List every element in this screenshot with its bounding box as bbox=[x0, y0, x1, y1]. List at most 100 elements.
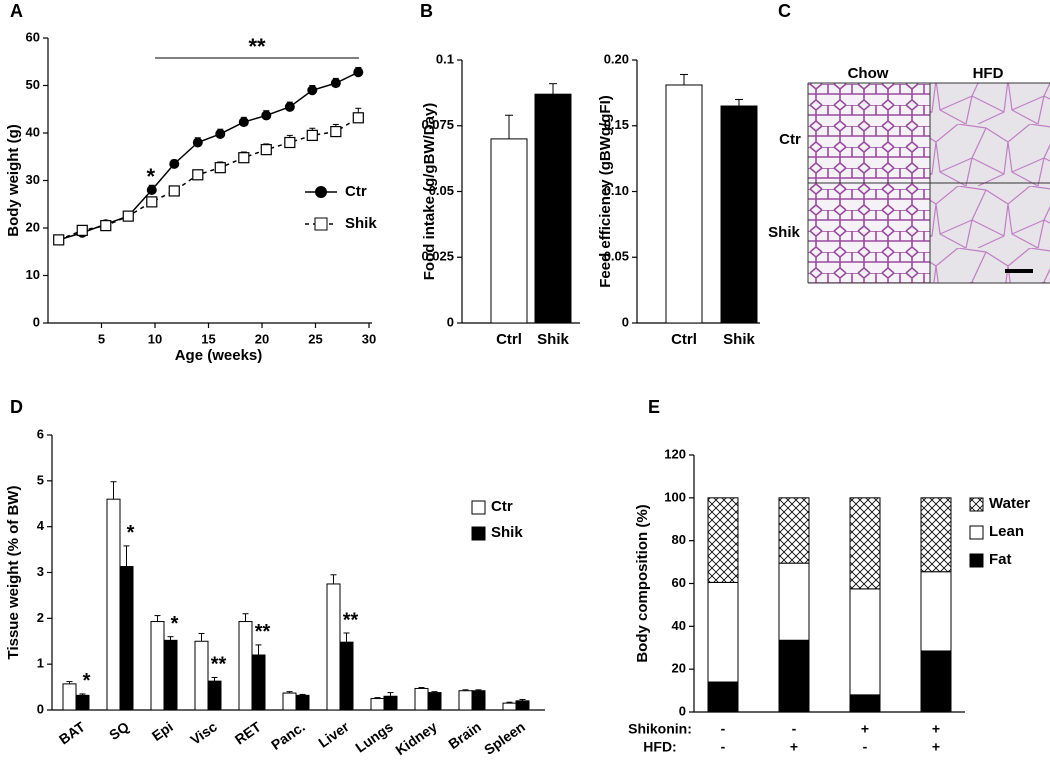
y-axis-label: Feed efficiency (gBWg/gFI) bbox=[597, 95, 614, 288]
legend-swatch bbox=[471, 526, 486, 541]
marker bbox=[214, 162, 226, 174]
condition-value: + bbox=[790, 739, 798, 755]
y-tick-label: 120 bbox=[664, 446, 686, 461]
bar bbox=[849, 497, 881, 590]
y-tick-label: 50 bbox=[26, 77, 40, 92]
bar bbox=[471, 690, 486, 711]
x-tick-label: Liver bbox=[315, 718, 352, 751]
y-tick-label: 0 bbox=[37, 701, 44, 716]
legend-swatch bbox=[969, 497, 984, 512]
row-label: Ctr bbox=[779, 131, 801, 148]
marker bbox=[76, 224, 88, 236]
y-axis-label: Food intake (g/gBW/Day) bbox=[421, 103, 438, 281]
x-tick-label: 20 bbox=[255, 331, 269, 346]
y-tick-label: 60 bbox=[672, 575, 686, 590]
micrograph bbox=[930, 183, 1050, 283]
y-axis-label: Body weight (g) bbox=[5, 124, 22, 237]
micrograph bbox=[808, 183, 930, 283]
marker bbox=[330, 125, 342, 138]
y-tick-label: 10 bbox=[26, 267, 40, 282]
y-tick-label: 0 bbox=[447, 314, 454, 329]
x-tick-label: SQ bbox=[106, 718, 132, 743]
y-tick-label: 0 bbox=[622, 314, 629, 329]
significance-label: * bbox=[83, 670, 91, 692]
x-tick-label: 10 bbox=[148, 331, 162, 346]
x-axis-label: Age (weeks) bbox=[175, 347, 263, 364]
bar bbox=[778, 639, 810, 713]
bar bbox=[427, 692, 442, 711]
marker bbox=[330, 78, 341, 89]
condition-label: HFD: bbox=[643, 739, 676, 755]
marker bbox=[146, 196, 158, 208]
bar bbox=[534, 93, 572, 324]
bar bbox=[251, 654, 266, 711]
bar bbox=[920, 497, 952, 573]
marker bbox=[307, 85, 318, 96]
marker bbox=[352, 112, 364, 124]
y-tick-label: 20 bbox=[26, 219, 40, 234]
y-tick-label: 3 bbox=[37, 564, 44, 579]
bar bbox=[778, 497, 810, 564]
marker bbox=[284, 101, 295, 112]
y-tick-label: 0.10 bbox=[604, 183, 629, 198]
bar bbox=[920, 571, 952, 652]
x-tick-label: Brain bbox=[445, 718, 484, 752]
marker bbox=[238, 117, 249, 128]
y-tick-label: 0.1 bbox=[436, 51, 454, 66]
panel-label: E bbox=[648, 397, 660, 417]
legend-label: Lean bbox=[989, 523, 1024, 540]
x-tick-label: Epi bbox=[149, 718, 176, 744]
bar bbox=[502, 702, 517, 711]
bar bbox=[339, 641, 354, 711]
bar bbox=[458, 690, 473, 711]
y-tick-label: 0.05 bbox=[604, 249, 629, 264]
bar bbox=[207, 680, 222, 711]
y-tick-label: 5 bbox=[37, 472, 44, 487]
x-tick-label: BAT bbox=[56, 718, 88, 747]
bar bbox=[665, 84, 703, 324]
bar bbox=[707, 497, 739, 583]
legend-swatch bbox=[969, 553, 984, 568]
x-tick-label: RET bbox=[232, 718, 264, 747]
legend-marker bbox=[314, 217, 328, 231]
significance-label: * bbox=[127, 522, 135, 544]
condition-value: - bbox=[721, 721, 726, 737]
legend-label: Ctr bbox=[345, 183, 367, 200]
x-tick-label: Ctrl bbox=[671, 331, 697, 348]
bar bbox=[707, 681, 739, 713]
condition-value: - bbox=[721, 739, 726, 755]
y-tick-label: 0 bbox=[679, 703, 686, 718]
y-tick-label: 0.15 bbox=[604, 117, 629, 132]
bar bbox=[326, 583, 341, 711]
x-tick-label: 15 bbox=[201, 331, 215, 346]
marker bbox=[168, 185, 180, 197]
marker bbox=[53, 234, 65, 246]
marker bbox=[122, 210, 134, 222]
bar bbox=[150, 621, 165, 711]
bar bbox=[62, 683, 77, 711]
panel-label: C bbox=[778, 1, 791, 21]
bar bbox=[849, 694, 881, 713]
marker bbox=[261, 110, 272, 121]
y-axis-label: Body composition (%) bbox=[634, 504, 651, 662]
y-axis-label: Tissue weight (% of BW) bbox=[5, 486, 22, 660]
y-tick-label: 80 bbox=[672, 532, 686, 547]
bar bbox=[238, 621, 253, 711]
bar bbox=[707, 581, 739, 683]
marker bbox=[169, 158, 180, 169]
series-line bbox=[58, 71, 359, 241]
bar bbox=[370, 698, 385, 711]
bar bbox=[515, 700, 530, 711]
condition-value: - bbox=[792, 721, 797, 737]
x-tick-label: Shik bbox=[537, 331, 569, 348]
y-tick-label: 20 bbox=[672, 661, 686, 676]
bar bbox=[383, 695, 398, 711]
y-tick-label: 60 bbox=[26, 29, 40, 44]
marker bbox=[192, 169, 204, 181]
bar bbox=[414, 687, 429, 711]
bar bbox=[295, 694, 310, 711]
x-tick-label: 5 bbox=[98, 331, 105, 346]
marker bbox=[306, 129, 318, 141]
bar bbox=[920, 650, 952, 713]
panel-label: B bbox=[420, 1, 433, 21]
